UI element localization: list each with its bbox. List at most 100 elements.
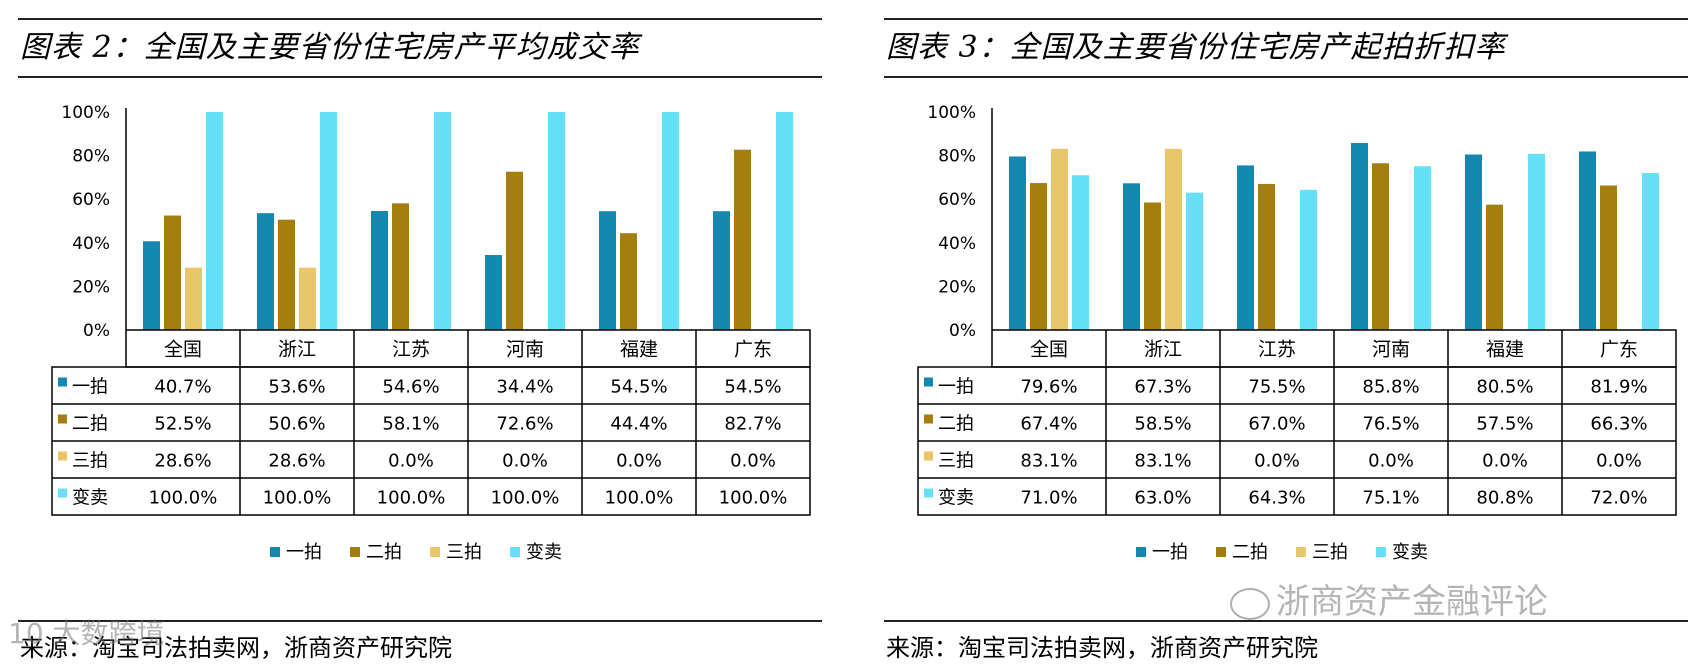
legend-label: 一拍 [1152,542,1188,563]
legend-label: 变卖 [1392,542,1428,563]
bar-一拍-江苏 [371,210,388,330]
row-series-label: 三拍 [938,451,974,472]
y-tick-label: 40% [938,234,976,254]
data-label: 0.0% [1368,451,1414,472]
data-label: 52.5% [154,414,211,435]
title-underline [18,76,822,78]
category-label: 广东 [734,339,772,361]
bar-一拍-全国 [143,241,160,330]
data-label: 100.0% [605,488,674,509]
data-label: 54.6% [382,377,439,398]
bar-一拍-广东 [713,211,730,330]
y-tick-label: 20% [938,277,976,297]
data-label: 44.4% [610,414,667,435]
bar-三拍-全国 [1051,148,1068,330]
title-underline [884,76,1688,78]
watermark-right: 浙商资产金融评论 [1230,574,1548,623]
legend-swatch [350,547,360,557]
data-label: 85.8% [1362,377,1419,398]
bar-三拍-浙江 [1165,148,1182,330]
bar-二拍-河南 [506,171,523,330]
bar-一拍-河南 [1351,142,1368,330]
data-label: 83.1% [1020,451,1077,472]
data-label: 57.5% [1476,414,1533,435]
bar-变卖-福建 [662,112,679,330]
bar-二拍-江苏 [392,203,409,330]
data-label: 80.5% [1476,377,1533,398]
data-label: 64.3% [1248,488,1305,509]
chart-title: 图表 3：全国及主要省份住宅房产起拍折扣率 [886,30,1506,65]
legend-label: 变卖 [526,542,562,563]
bar-变卖-全国 [206,112,223,330]
data-label: 76.5% [1362,414,1419,435]
legend-swatch [270,547,280,557]
data-label: 0.0% [388,451,434,472]
category-label: 浙江 [278,339,316,361]
bar-一拍-江苏 [1237,165,1254,330]
row-legend-swatch [924,377,933,387]
data-label: 54.5% [724,377,781,398]
data-label: 79.6% [1020,377,1077,398]
bar-变卖-河南 [548,112,565,330]
bar-变卖-全国 [1072,175,1089,330]
data-label: 71.0% [1020,488,1077,509]
legend-swatch [1136,547,1146,557]
bar-一拍-福建 [599,211,616,330]
data-label: 28.6% [154,451,211,472]
data-label: 58.5% [1134,414,1191,435]
bar-一拍-广东 [1579,151,1596,330]
bar-二拍-浙江 [278,219,295,330]
source-note: 来源：淘宝司法拍卖网，浙商资产研究院 [20,634,452,662]
row-legend-swatch [58,377,67,387]
y-tick-label: 0% [83,321,110,341]
watermark-left: 10 大数跨境 [8,612,165,652]
bar-二拍-福建 [1486,204,1503,330]
wechat-icon [1230,587,1270,620]
top-rule [884,18,1688,20]
watermark-left-text: 10 大数跨境 [8,617,165,650]
top-rule [18,18,822,20]
legend-label: 三拍 [1312,542,1348,563]
legend-label: 二拍 [1232,542,1268,563]
data-label: 28.6% [268,451,325,472]
data-label: 0.0% [502,451,548,472]
data-label: 83.1% [1134,451,1191,472]
bar-变卖-广东 [776,112,793,330]
bar-变卖-广东 [1642,173,1659,330]
data-label: 72.6% [496,414,553,435]
data-label: 81.9% [1590,377,1647,398]
legend-swatch [430,547,440,557]
category-label: 江苏 [1258,339,1296,361]
data-label: 100.0% [149,488,218,509]
data-label: 58.1% [382,414,439,435]
data-label: 75.1% [1362,488,1419,509]
legend-swatch [510,547,520,557]
bar-变卖-江苏 [434,112,451,330]
bar-二拍-全国 [164,215,181,330]
y-tick-label: 60% [72,190,110,210]
bar-变卖-福建 [1528,153,1545,330]
data-label: 0.0% [730,451,776,472]
category-label: 河南 [506,339,544,361]
category-label: 江苏 [392,339,430,361]
data-label: 50.6% [268,414,325,435]
row-legend-swatch [58,451,67,461]
category-label: 福建 [1486,339,1524,361]
row-legend-swatch [58,414,67,424]
bar-二拍-全国 [1030,183,1047,330]
data-label: 100.0% [263,488,332,509]
category-label: 浙江 [1144,339,1182,361]
legend-label: 二拍 [366,542,402,563]
row-legend-swatch [924,488,933,498]
data-label: 100.0% [377,488,446,509]
data-label: 82.7% [724,414,781,435]
row-series-label: 一拍 [72,377,108,398]
source-rule [18,620,822,622]
y-tick-label: 100% [61,103,110,123]
row-series-label: 三拍 [72,451,108,472]
y-tick-label: 80% [938,147,976,167]
row-series-label: 变卖 [72,488,108,509]
data-label: 75.5% [1248,377,1305,398]
bar-变卖-河南 [1414,166,1431,330]
